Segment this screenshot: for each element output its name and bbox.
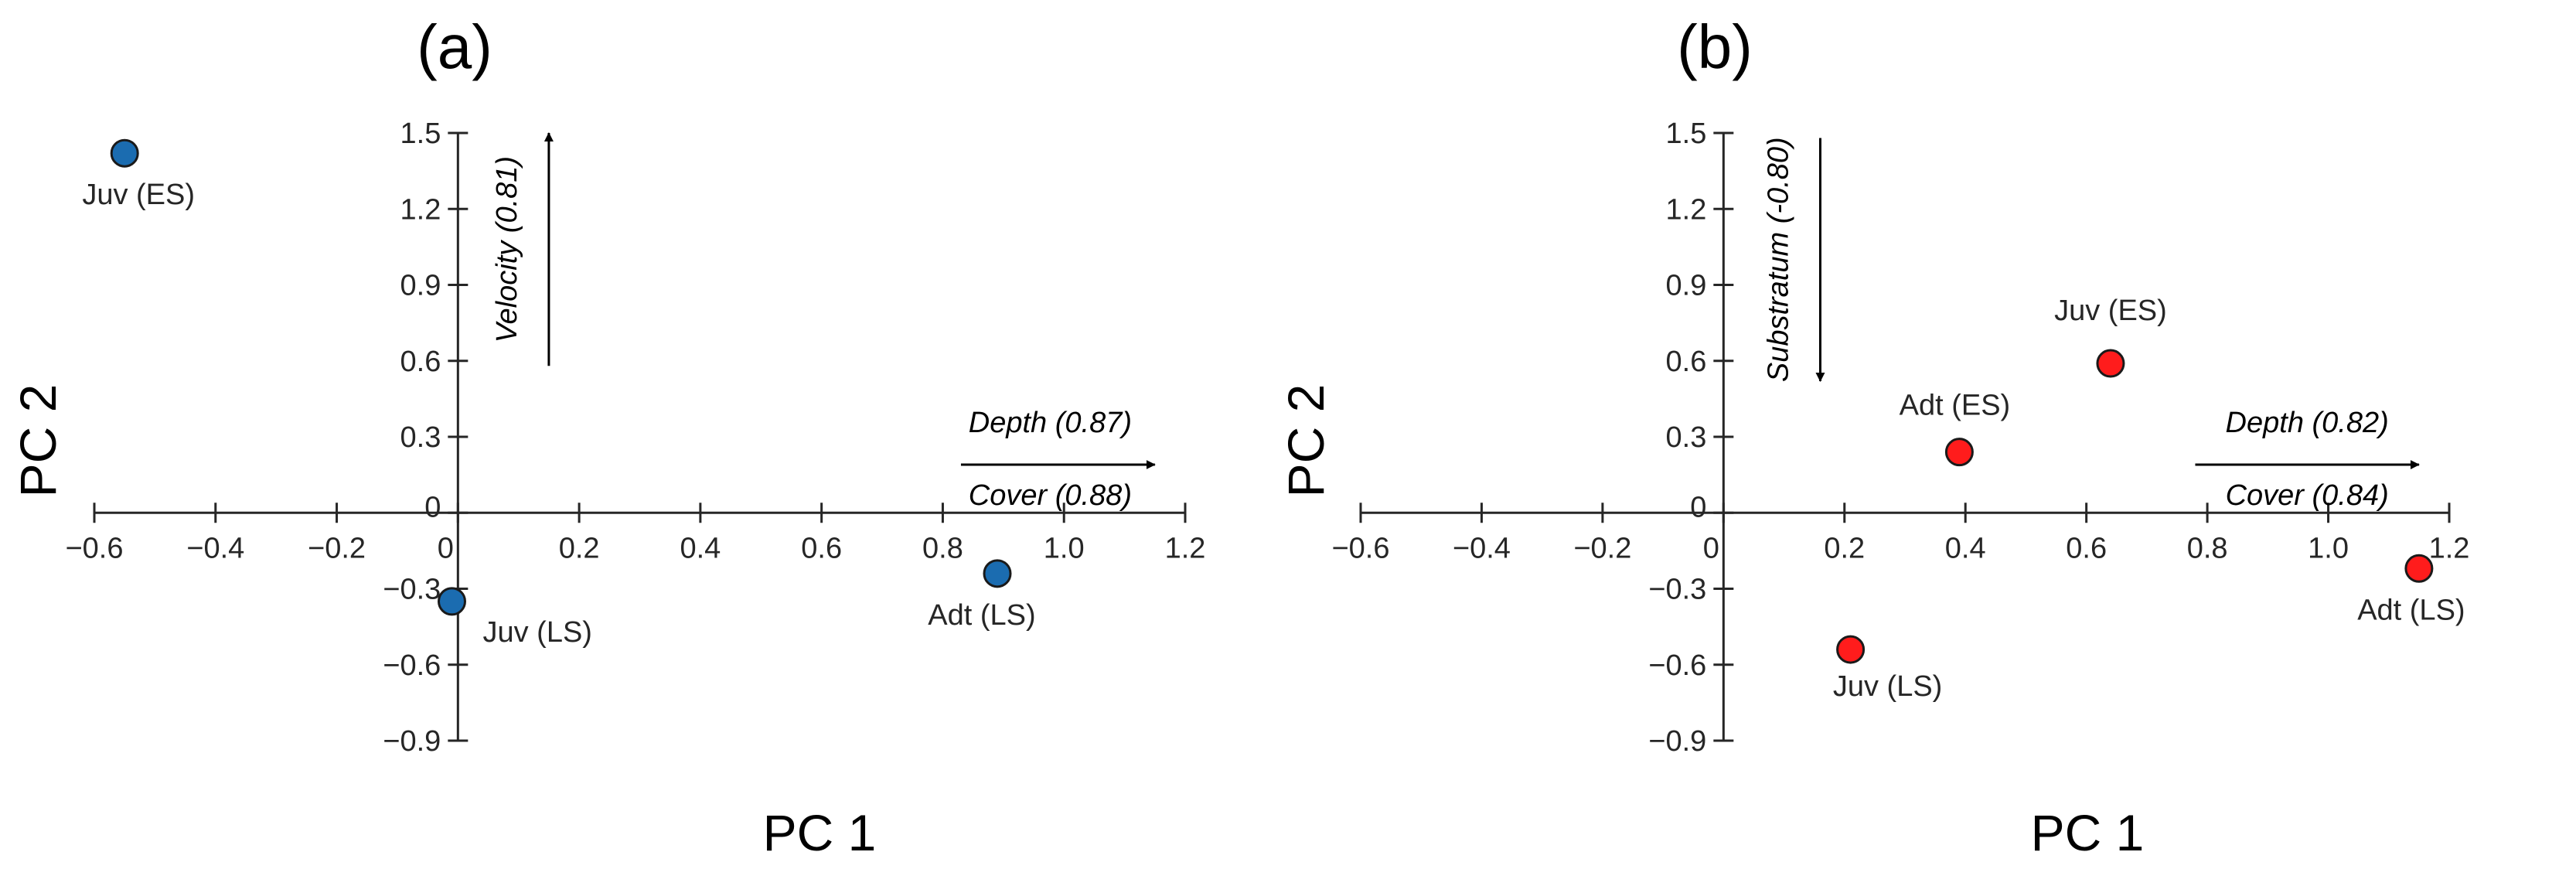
y-tick-label: 0.6 [1666,346,1707,378]
vector-label: Velocity (0.81) [491,156,523,342]
y-tick-label: −0.9 [1648,725,1706,758]
x-tick-label: 0.2 [559,532,600,564]
data-point-label: Juv (ES) [82,179,195,211]
y-tick-label: 0.3 [400,421,441,454]
data-point [983,559,1012,588]
panel-label: (a) [417,12,492,81]
vector-label: Cover (0.84) [2226,479,2389,512]
y-tick-label: 0 [1690,491,1706,523]
x-tick-label: −0.6 [1331,532,1389,564]
x-tick-label: 1.0 [1044,532,1085,564]
x-tick-label: 0 [1703,532,1719,564]
x-tick-label: 0.8 [2187,532,2228,564]
y-axis-title: PC 2 [9,384,66,498]
y-tick-label: 0.6 [400,346,441,378]
vector-label: Depth (0.87) [969,407,1132,439]
x-tick-label: 1.2 [2429,532,2470,564]
x-tick-label: 0.6 [2066,532,2107,564]
data-point [110,138,139,168]
vector-label: Substratum (-0.80) [1762,137,1794,382]
y-tick-label: −0.3 [383,574,441,606]
x-axis-title: PC 1 [2031,804,2145,861]
x-tick-label: −0.4 [186,532,244,564]
y-tick-label: 1.5 [400,118,441,150]
vector-label: Cover (0.88) [969,479,1132,512]
x-tick-label: 0 [438,532,454,564]
x-tick-label: 0.4 [680,532,721,564]
y-tick-label: 0.3 [1666,421,1707,454]
x-tick-label: −0.2 [308,532,366,564]
x-tick-label: 0.8 [922,532,963,564]
y-tick-label: −0.6 [383,649,441,682]
data-point [2404,554,2434,583]
data-point [1944,438,1974,467]
data-point-label: Juv (LS) [1833,670,1942,703]
y-axis-title: PC 2 [1277,384,1334,498]
data-point [2096,349,2125,378]
panel-label: (b) [1677,12,1753,81]
panel-b: (b) −0.6 −0.4 −0.2 0 0.2 0.4 0.6 0.8 1.0 1.2 1.5 1.2… [1277,12,2469,861]
data-point-label: Juv (LS) [482,616,591,649]
x-axis-title: PC 1 [763,804,877,861]
x-tick-label: 0.2 [1824,532,1865,564]
x-tick-label: −0.2 [1573,532,1631,564]
y-tick-label: −0.9 [383,725,441,758]
data-point [437,587,466,616]
y-tick-label: −0.3 [1648,574,1706,606]
data-point-label: Adt (LS) [2357,594,2465,626]
y-tick-label: 0.9 [1666,270,1707,302]
data-point-label: Adt (LS) [928,599,1035,632]
panel-a: (a) −0.6 −0.4 −0.2 0 0.2 0.4 0.6 0.8 1.0 1.2 1.5 1.2… [9,12,1205,861]
x-tick-label: 1.2 [1165,532,1206,564]
x-tick-label: −0.4 [1453,532,1511,564]
y-tick-label: 1.2 [1666,193,1707,226]
x-tick-label: 1.0 [2308,532,2349,564]
x-tick-label: 0.4 [1945,532,1986,564]
vector-label: Depth (0.82) [2226,407,2389,439]
y-tick-label: 1.2 [400,193,441,226]
x-tick-label: 0.6 [801,532,842,564]
x-tick-label: −0.6 [65,532,123,564]
y-tick-label: 0.9 [400,270,441,302]
data-point-label: Adt (ES) [1900,390,2011,422]
data-point-label: Juv (ES) [2054,295,2167,327]
y-tick-label: 1.5 [1666,118,1707,150]
y-tick-label: 0 [424,491,441,523]
data-point [1836,635,1866,664]
y-tick-label: −0.6 [1648,649,1706,682]
